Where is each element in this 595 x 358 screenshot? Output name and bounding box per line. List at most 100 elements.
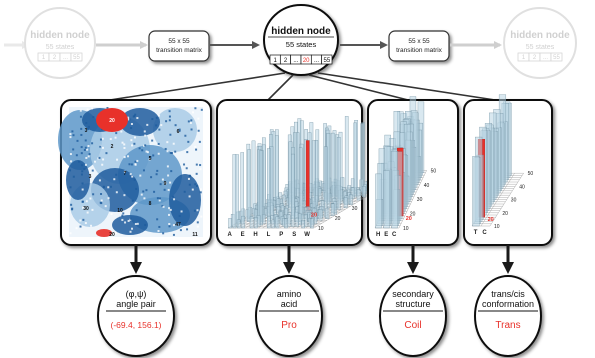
ramachandran-speckle	[76, 139, 79, 142]
amino-acid-bar	[360, 123, 364, 196]
ramachandran-speckle	[85, 156, 88, 159]
ramachandran-speckle	[99, 145, 102, 148]
amino-acid-bar	[311, 140, 316, 215]
ramachandran-speckle	[69, 153, 72, 156]
ramachandran-speckle	[84, 163, 87, 166]
center-state-cell	[321, 54, 333, 65]
ramachandran-speckle	[159, 183, 162, 186]
transition-matrix-left-line1: 55 x 55	[168, 38, 190, 45]
ramachandran-selected-region-wrap	[96, 229, 112, 237]
ramachandran-speckle	[101, 163, 104, 166]
output-node-line1: secondary	[392, 289, 434, 299]
ramachandran-speckle	[80, 127, 83, 130]
ramachandran-speckle	[196, 209, 199, 212]
ramachandran-speckle	[127, 118, 130, 121]
ramachandran-speckle	[138, 147, 141, 150]
ramachandran-speckle	[82, 218, 85, 221]
ramachandran-speckle	[168, 223, 171, 226]
hidden-node-center-cells: 1 2... 20... 55	[269, 54, 333, 65]
output-node-circle	[97, 275, 175, 357]
ramachandran-region-label: 8	[149, 201, 152, 207]
left-state-cell	[70, 52, 83, 62]
secondary-bar	[391, 150, 398, 229]
ramachandran-speckle	[85, 200, 88, 203]
ramachandran-speckle	[195, 184, 198, 187]
transcis-axis-letter: C	[482, 230, 487, 236]
transcis-bars	[471, 94, 524, 227]
amino-acid-bar	[275, 216, 280, 229]
ramachandran-speckle	[195, 148, 198, 151]
ramachandran-speckle	[157, 142, 160, 145]
amino-acid-axis-letter: P	[279, 232, 283, 238]
left-state-cell-label: 2	[53, 55, 57, 61]
amino-acid-depth-tick: 10	[318, 226, 324, 232]
ramachandran-speckle	[134, 223, 137, 226]
hidden-node-left-states: 55 states	[46, 44, 75, 51]
ramachandran-region-label: 7	[124, 171, 127, 177]
ramachandran-speckle	[91, 107, 94, 110]
panel-secondary-structure: H E C 50 40 30 20 10 20	[367, 96, 459, 246]
transition-matrix-right-box	[388, 30, 450, 62]
ramachandran-speckle	[178, 129, 181, 132]
ramachandran-speckle	[127, 155, 130, 158]
transcis-selected-label: 20	[488, 217, 494, 223]
amino-acid-bar	[330, 132, 335, 209]
secondary-bar	[383, 170, 390, 229]
ramachandran-speckle	[153, 190, 156, 193]
output-arrows	[130, 245, 514, 274]
ramachandran-region-label: 20	[109, 232, 115, 238]
ramachandran-speckle	[178, 214, 181, 217]
ramachandran-speckle	[79, 219, 82, 222]
ramachandran-speckle	[183, 163, 186, 166]
transition-matrix-left: 55 x 55 transition matrix	[148, 30, 210, 62]
ramachandran-speckle	[99, 138, 102, 141]
panel-amino-acid: AEHLPSW504030201020	[216, 99, 391, 246]
left-state-cell	[48, 52, 61, 62]
right-state-cell-label: 2	[533, 55, 537, 61]
ramachandran-region-label: 3	[85, 128, 88, 134]
amino-acid-bar	[240, 152, 245, 224]
ramachandran-region-label: 10	[117, 208, 123, 214]
output-node-line1: amino	[277, 289, 302, 299]
ramachandran-speckle	[199, 168, 202, 171]
ramachandran-speckle	[134, 163, 137, 166]
ramachandran-speckle	[133, 178, 136, 181]
ramachandran-speckle	[114, 136, 117, 139]
amino-acid-bar-selected	[305, 140, 310, 213]
ramachandran-speckle	[133, 142, 136, 145]
transcis-depth-tick: 50	[528, 171, 534, 177]
ramachandran-speckle	[157, 229, 160, 232]
ramachandran-speckle	[187, 177, 190, 180]
ramachandran-speckle	[180, 210, 183, 213]
amino-acid-axis-letter: H	[253, 232, 257, 238]
output-node-line2: structure	[395, 299, 430, 309]
ramachandran-speckle	[115, 173, 118, 176]
left-state-cell-label: ...	[63, 55, 68, 61]
ramachandran-speckle	[83, 168, 86, 171]
ramachandran-speckle	[110, 213, 113, 216]
center-state-cell-label: 55	[323, 58, 330, 64]
amino-acid-bar	[254, 217, 258, 229]
ramachandran-speckle	[130, 123, 133, 126]
ramachandran-speckle	[173, 198, 176, 201]
left-state-cell-label: 1	[42, 55, 46, 61]
output-node-line2: angle pair	[116, 299, 156, 309]
panel-ramachandran: 20 3 2 5 6 3 7 9 30 10 8 47 11 20	[58, 99, 212, 246]
ramachandran-density-region	[66, 160, 90, 200]
amino-acid-axis-letter: W	[304, 232, 310, 238]
ramachandran-speckle	[69, 136, 72, 139]
amino-acid-bar	[295, 217, 300, 227]
transition-matrix-right-line1: 55 x 55	[408, 38, 430, 45]
ramachandran-speckle	[135, 209, 138, 212]
transcis-floor-line	[489, 173, 524, 227]
ramachandran-speckle	[140, 193, 143, 196]
ramachandran-speckle	[152, 154, 155, 157]
secondary-axis-letter: E	[384, 232, 388, 238]
left-state-cell-label: 55	[73, 55, 80, 61]
ramachandran-speckle	[135, 187, 138, 190]
ramachandran-speckle	[191, 188, 194, 191]
center-state-cell-label: ...	[314, 58, 319, 64]
ramachandran-speckle	[156, 218, 159, 221]
